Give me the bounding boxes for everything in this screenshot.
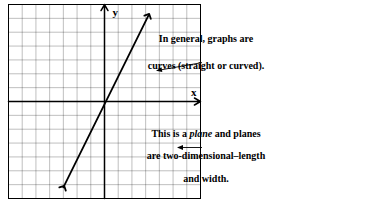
svg-text:and width.: and width. (183, 173, 229, 184)
svg-text:are two-dimensional–length: are two-dimensional–length (147, 150, 266, 161)
svg-text:This is a plane and planes: This is a plane and planes (151, 128, 260, 139)
svg-text:curves (straight or curved).: curves (straight or curved). (148, 60, 265, 72)
svg-text:x: x (191, 86, 197, 98)
svg-text:In general, graphs are: In general, graphs are (159, 33, 254, 44)
svg-text:y: y (113, 6, 119, 18)
